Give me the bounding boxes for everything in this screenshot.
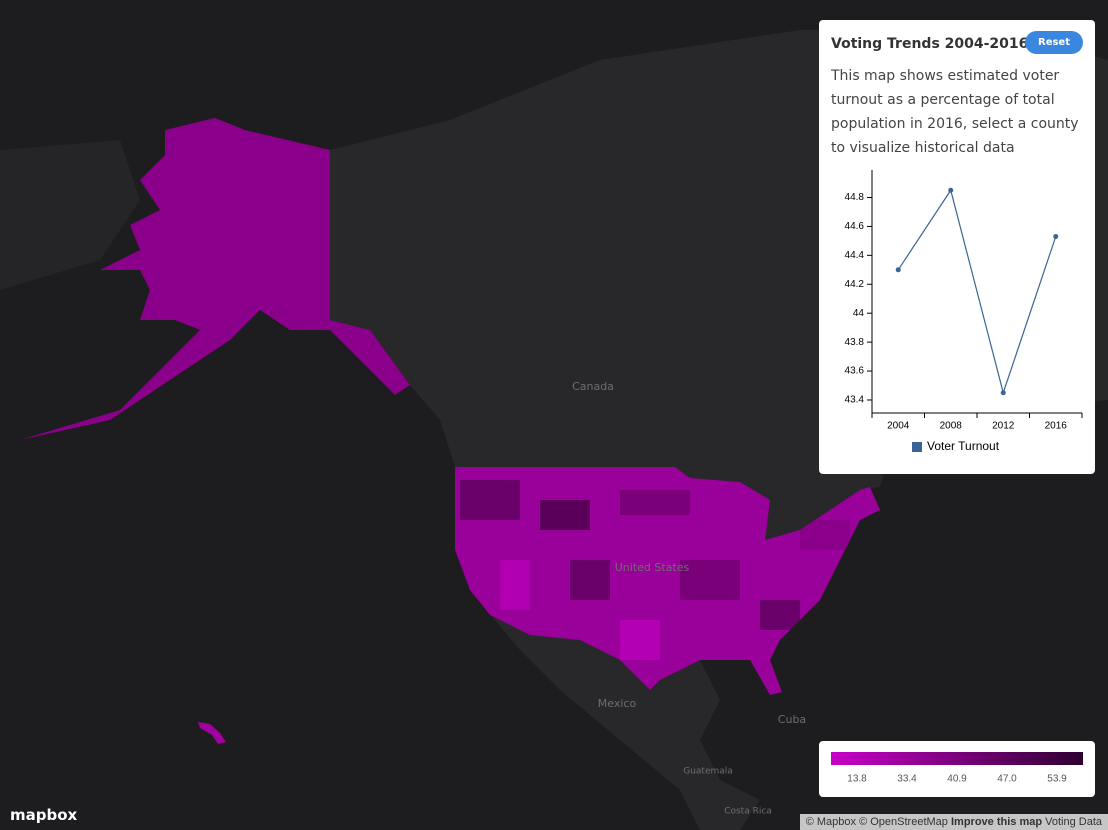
map-label: United States — [615, 561, 690, 574]
map-label: Guatemala — [683, 767, 733, 777]
legend-swatch — [912, 442, 922, 452]
color-legend-label: 53.9 — [1047, 774, 1067, 785]
y-tick-label: 44 — [853, 308, 865, 319]
map-label: Cuba — [778, 713, 806, 726]
y-tick-label: 44.2 — [845, 279, 865, 290]
legend-label: Voter Turnout — [927, 439, 1000, 453]
x-tick-label: 2016 — [1045, 421, 1068, 432]
y-tick-label: 44.8 — [845, 192, 865, 203]
map-label: Mexico — [598, 697, 637, 710]
map-label: Costa Rica — [724, 807, 772, 817]
color-legend-scale: 13.8 33.4 40.9 47.0 53.9 — [831, 752, 1083, 785]
hawaii — [198, 722, 226, 744]
panel-title: Voting Trends 2004-2016 — [831, 36, 1029, 52]
chart: 43.4 43.6 43.8 44 44.2 44.4 44.6 44.8 2004 2008 20… — [845, 170, 1083, 453]
land-mexico — [470, 590, 760, 830]
line — [897, 188, 1057, 395]
attribution-item[interactable]: © OpenStreetMap — [859, 816, 948, 828]
x-tick-label: 2004 — [887, 421, 910, 432]
attribution-item[interactable]: © Mapbox — [805, 816, 857, 828]
point — [895, 267, 901, 273]
attribution-item[interactable]: Voting Data — [1045, 816, 1102, 828]
mapbox-logo[interactable]: mapbox — [10, 806, 78, 824]
color-legend-label: 13.8 — [847, 774, 867, 785]
point — [1000, 390, 1006, 396]
color-legend-label: 47.0 — [997, 774, 1017, 785]
color-legend-label: 33.4 — [897, 774, 917, 785]
color-legend: 13.8 33.4 40.9 47.0 53.9 — [819, 741, 1095, 797]
reset-button[interactable]: Reset — [1025, 31, 1083, 54]
y-tick-label: 44.4 — [845, 250, 865, 261]
color-ramp — [831, 752, 1083, 765]
alaska — [20, 118, 410, 440]
x-tick-label: 2008 — [940, 421, 963, 432]
land-west — [0, 140, 140, 290]
y-tick-label: 44.6 — [845, 221, 865, 232]
x-tick-label: 2012 — [992, 421, 1015, 432]
attribution: © Mapbox © OpenStreetMap Improve this ma… — [799, 814, 1108, 830]
color-legend-label: 40.9 — [947, 774, 967, 785]
y-tick-label: 43.4 — [845, 395, 865, 406]
y-tick-label: 43.6 — [845, 366, 865, 377]
info-panel: Voting Trends 2004-2016 Reset This map s… — [819, 20, 1095, 474]
point — [1053, 234, 1059, 240]
attribution-item[interactable]: Improve this map — [950, 816, 1043, 828]
panel-description: This map shows estimated voter turnout a… — [831, 68, 1079, 156]
y-tick-label: 43.8 — [845, 337, 865, 348]
point — [948, 187, 954, 193]
map-label: Canada — [572, 380, 614, 393]
